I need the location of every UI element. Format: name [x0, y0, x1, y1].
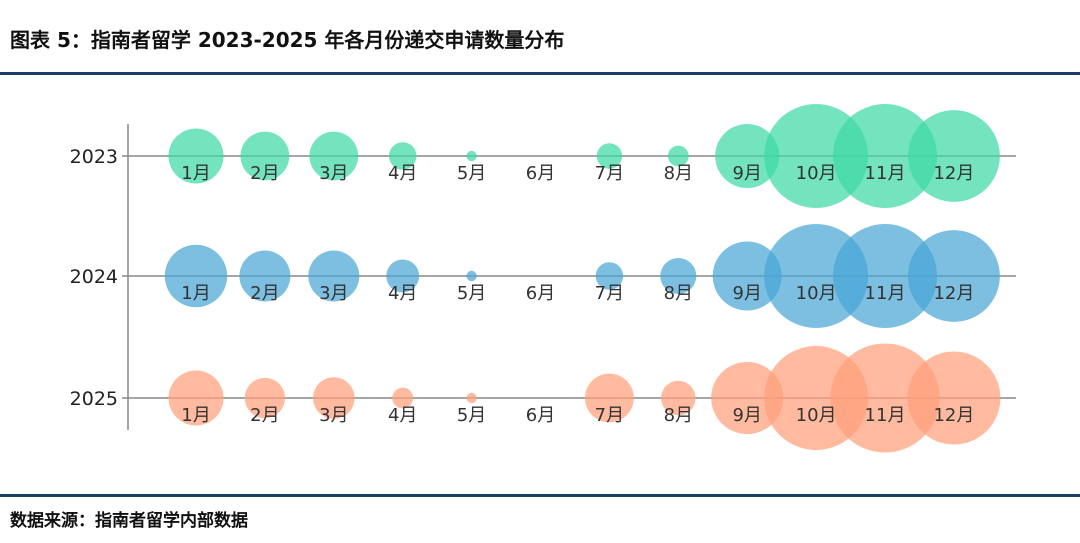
month-label: 3月 [319, 163, 348, 184]
bubble-2024-12 [907, 230, 1000, 322]
bubble-2023-3 [309, 131, 359, 181]
bubble-2023-8 [667, 145, 689, 167]
bubble-2025-4 [392, 387, 414, 409]
bubble-2023-5 [466, 150, 477, 162]
bubble-2023-2 [240, 131, 290, 181]
bubble-2023-1 [168, 128, 224, 184]
bubble-2023-9 [715, 123, 780, 189]
month-label: 6月 [526, 405, 555, 426]
month-label: 7月 [595, 283, 624, 304]
title-rule [0, 72, 1080, 75]
month-label: 4月 [388, 163, 417, 184]
bubble-2025-11 [830, 343, 940, 453]
bubble-2025-1 [168, 370, 224, 426]
bubble-chart: 2023 1月 2月 3月 4月 5月 6月 7月 8月 9月 10月 11月 12月 2024 1月 2月 3… [70, 104, 1016, 453]
month-label: 1月 [181, 405, 210, 426]
bubble-2024-9 [712, 241, 782, 311]
bubble-2025-3 [313, 377, 355, 419]
month-label: 8月 [664, 283, 693, 304]
bubble-2023-11 [833, 104, 937, 208]
bubble-2025-9 [711, 361, 784, 435]
y-tick-label: 2025 [70, 388, 118, 410]
month-label: 7月 [595, 405, 624, 426]
bubble-2025-8 [661, 380, 696, 416]
month-label: 10月 [796, 163, 837, 184]
month-label: 8月 [664, 163, 693, 184]
month-label: 10月 [796, 405, 837, 426]
month-label: 10月 [796, 283, 837, 304]
y-tick-label: 2023 [70, 146, 118, 168]
bubble-2024-5 [466, 270, 477, 282]
bubble-2024-11 [833, 224, 937, 328]
bubble-2024-7 [595, 262, 624, 290]
month-label: 12月 [933, 163, 974, 184]
month-label: 8月 [664, 405, 693, 426]
month-label: 1月 [181, 163, 210, 184]
month-label: 7月 [595, 163, 624, 184]
month-label: 2月 [250, 163, 279, 184]
bubble-2024-1 [164, 244, 228, 308]
bubble-2025-12 [907, 351, 1001, 445]
month-label: 5月 [457, 283, 486, 304]
month-label: 2月 [250, 405, 279, 426]
bubble-2023-7 [596, 143, 623, 169]
figure-title: 图表 5：指南者留学 2023-2025 年各月份递交申请数量分布 [10, 28, 565, 52]
bubble-2023-4 [388, 142, 417, 170]
month-label: 11月 [865, 405, 906, 426]
month-label: 4月 [388, 283, 417, 304]
bubble-2024-2 [239, 250, 291, 302]
bubble-2025-2 [244, 377, 286, 419]
bubble-2023-12 [907, 110, 1000, 202]
month-label: 1月 [181, 283, 210, 304]
month-label: 12月 [933, 405, 974, 426]
bubble-2024-4 [386, 259, 420, 293]
month-label: 11月 [865, 283, 906, 304]
month-label: 6月 [526, 283, 555, 304]
month-label: 6月 [526, 163, 555, 184]
month-label: 9月 [732, 163, 761, 184]
month-label: 11月 [865, 163, 906, 184]
source-rule [0, 494, 1080, 497]
y-tick-label: 2024 [70, 266, 118, 288]
bubble-2025-7 [585, 373, 634, 423]
month-label: 12月 [933, 283, 974, 304]
month-label: 9月 [732, 405, 761, 426]
month-label: 2月 [250, 283, 279, 304]
bubble-2024-3 [308, 250, 360, 302]
month-label: 5月 [457, 405, 486, 426]
source-note: 数据来源：指南者留学内部数据 [10, 511, 248, 531]
month-label: 3月 [319, 283, 348, 304]
bubble-2024-8 [660, 257, 697, 295]
month-label: 3月 [319, 405, 348, 426]
month-label: 9月 [732, 283, 761, 304]
month-label: 5月 [457, 163, 486, 184]
month-label: 4月 [388, 405, 417, 426]
bubble-2025-5 [466, 392, 477, 404]
